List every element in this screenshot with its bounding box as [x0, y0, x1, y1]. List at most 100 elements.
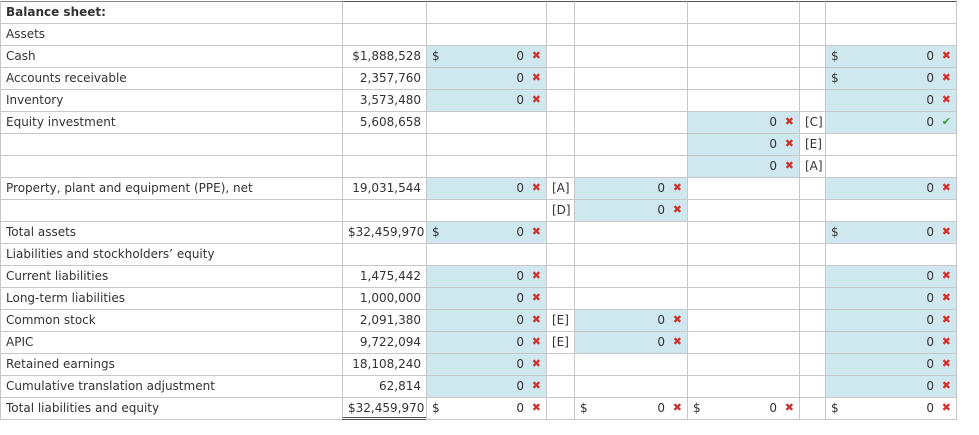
- currency-symbol: $: [831, 225, 839, 239]
- cell: [574, 45, 688, 68]
- cell: [426, 1, 547, 24]
- value: 0: [657, 335, 665, 349]
- input-cell[interactable]: 0 ✖: [825, 89, 957, 112]
- cell: [687, 67, 800, 90]
- input-cell[interactable]: 0 ✖: [426, 331, 547, 354]
- input-cell[interactable]: 0 ✖: [825, 353, 957, 376]
- cell: 3,573,480: [342, 89, 427, 112]
- cell: [574, 265, 688, 288]
- input-cell[interactable]: 0 ✖: [825, 331, 957, 354]
- status-icon: ✖: [531, 379, 541, 392]
- input-cell[interactable]: 0 ✔: [825, 111, 957, 134]
- cell: [426, 199, 547, 222]
- value: 0: [769, 115, 777, 129]
- input-cell[interactable]: 0 ✖: [574, 309, 688, 332]
- status-icon: ✖: [941, 379, 951, 392]
- cell: [799, 45, 826, 68]
- cell: [E]: [546, 309, 575, 332]
- value: 0: [516, 71, 524, 85]
- status-icon: ✖: [941, 357, 951, 370]
- cell: [825, 23, 957, 46]
- input-cell[interactable]: 0 ✖: [426, 309, 547, 332]
- input-cell[interactable]: 0 ✖: [574, 331, 688, 354]
- input-cell[interactable]: 0 ✖: [825, 309, 957, 332]
- cell: [426, 111, 547, 134]
- input-cell[interactable]: 0 ✖: [426, 265, 547, 288]
- input-cell[interactable]: $0 ✖: [426, 221, 547, 244]
- value: 0: [657, 313, 665, 327]
- value: 0: [657, 203, 665, 217]
- cell: [799, 331, 826, 354]
- cell: [574, 133, 688, 156]
- value: 0: [926, 291, 934, 305]
- value: 0: [516, 401, 524, 415]
- cell: [426, 133, 547, 156]
- cell: [687, 177, 800, 200]
- cell: [E]: [546, 331, 575, 354]
- cell: [546, 1, 575, 24]
- input-cell[interactable]: 0 ✖: [574, 177, 688, 200]
- cell: [799, 397, 826, 420]
- cell: [546, 265, 575, 288]
- cell: [546, 89, 575, 112]
- status-icon: ✖: [941, 49, 951, 62]
- input-cell[interactable]: 0 ✖: [426, 89, 547, 112]
- cell: 1,000,000: [342, 287, 427, 310]
- cell: [546, 353, 575, 376]
- status-icon: ✖: [672, 313, 682, 326]
- currency-symbol: $: [831, 71, 839, 85]
- row-label: [0, 155, 343, 178]
- cell: [C]: [799, 111, 826, 134]
- value: 0: [516, 357, 524, 371]
- input-cell[interactable]: 0 ✖: [574, 199, 688, 222]
- cell: [687, 265, 800, 288]
- status-icon: ✖: [784, 401, 794, 414]
- input-cell[interactable]: 0 ✖: [687, 111, 800, 134]
- value: 0: [926, 313, 934, 327]
- cell: [574, 67, 688, 90]
- cell: [825, 199, 957, 222]
- cell: [342, 1, 427, 24]
- input-cell[interactable]: 0 ✖: [426, 287, 547, 310]
- input-cell[interactable]: 0 ✖: [687, 155, 800, 178]
- value: 0: [926, 115, 934, 129]
- row-label: Balance sheet:: [0, 1, 343, 24]
- cell: 2,357,760: [342, 67, 427, 90]
- status-icon: ✖: [941, 313, 951, 326]
- status-icon: ✖: [941, 269, 951, 282]
- input-cell[interactable]: $0 ✖: [825, 221, 957, 244]
- cell: [799, 265, 826, 288]
- cell: [799, 309, 826, 332]
- cell: [426, 155, 547, 178]
- cell: [546, 45, 575, 68]
- input-cell[interactable]: 0 ✖: [825, 287, 957, 310]
- input-cell: $0 ✖: [574, 397, 688, 420]
- status-icon: ✖: [531, 93, 541, 106]
- currency-symbol: $: [432, 49, 440, 63]
- input-cell[interactable]: 0 ✖: [426, 375, 547, 398]
- cell: [A]: [799, 155, 826, 178]
- currency-symbol: $: [831, 401, 839, 415]
- cell: [574, 155, 688, 178]
- input-cell[interactable]: 0 ✖: [426, 67, 547, 90]
- value: 0: [769, 401, 777, 415]
- cell: [825, 243, 957, 266]
- input-cell[interactable]: $0 ✖: [825, 67, 957, 90]
- input-cell[interactable]: 0 ✖: [687, 133, 800, 156]
- row-label: Total assets: [0, 221, 343, 244]
- status-icon: ✖: [531, 71, 541, 84]
- input-cell[interactable]: 0 ✖: [825, 375, 957, 398]
- status-icon: ✖: [941, 291, 951, 304]
- cell: $32,459,970: [342, 221, 427, 244]
- input-cell[interactable]: 0 ✖: [825, 177, 957, 200]
- cell: [E]: [799, 133, 826, 156]
- value: 0: [926, 401, 934, 415]
- status-icon: ✖: [531, 269, 541, 282]
- input-cell[interactable]: 0 ✖: [426, 177, 547, 200]
- input-cell[interactable]: $0 ✖: [825, 45, 957, 68]
- input-cell[interactable]: $0 ✖: [426, 45, 547, 68]
- cell: 19,031,544: [342, 177, 427, 200]
- input-cell[interactable]: 0 ✖: [426, 353, 547, 376]
- input-cell[interactable]: 0 ✖: [825, 265, 957, 288]
